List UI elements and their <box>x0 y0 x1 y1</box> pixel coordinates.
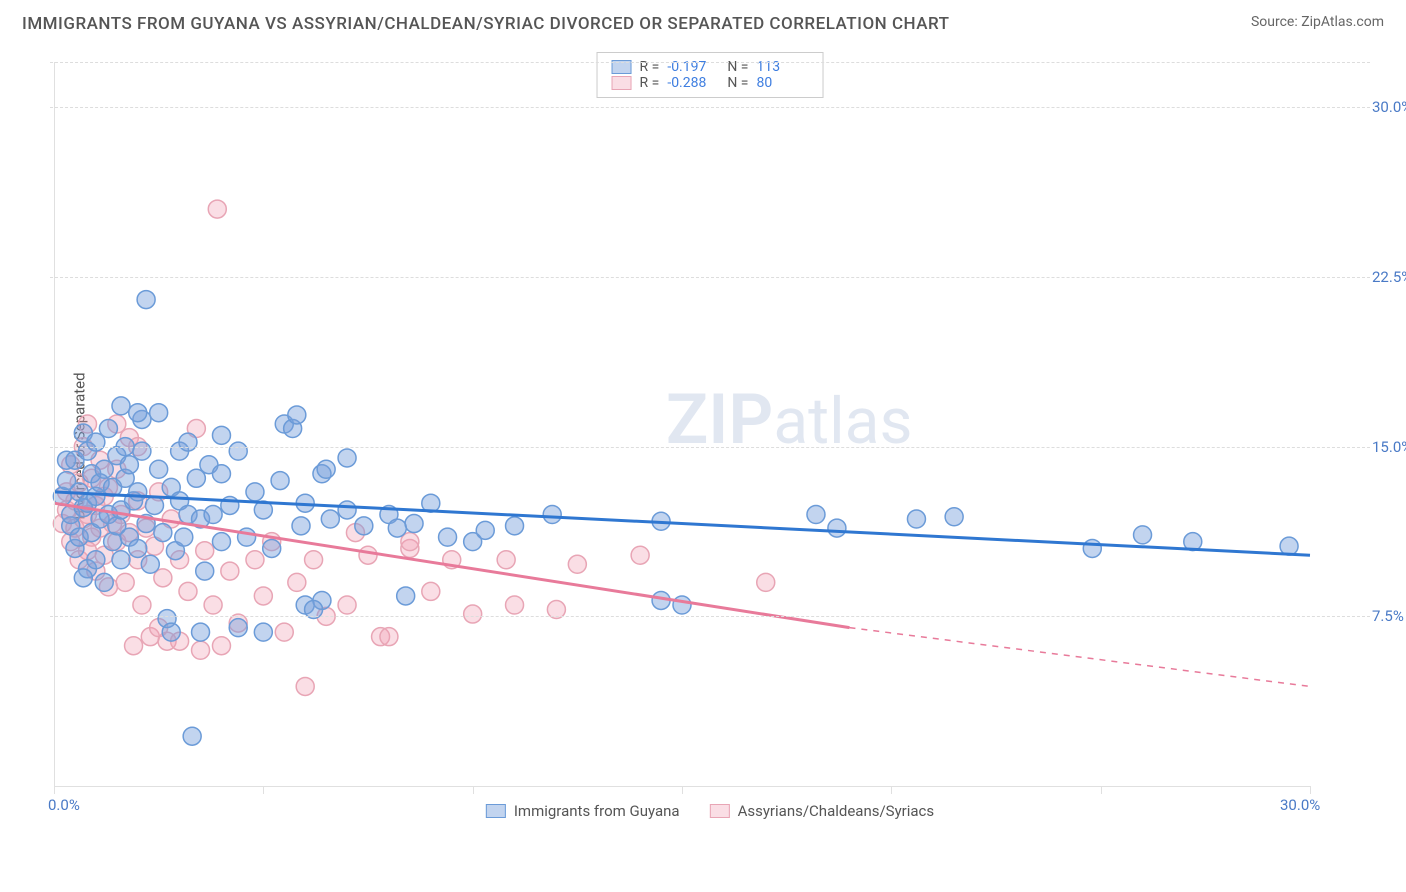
x-tick-end: 30.0% <box>1280 796 1374 814</box>
y-tick-label: 22.5% <box>1372 268 1406 286</box>
source-value: ZipAtlas.com <box>1301 14 1384 30</box>
y-tick-label: 7.5% <box>1372 607 1406 625</box>
stats-row-b: R = -0.288 N = 80 <box>612 75 809 91</box>
n-label: N = <box>727 75 748 91</box>
watermark-atlas: atlas <box>773 384 912 459</box>
chart-svg <box>50 46 1370 826</box>
source-attribution: Source: ZipAtlas.com <box>1251 14 1384 30</box>
source-label: Source: <box>1251 14 1298 30</box>
watermark-zip: ZIP <box>666 379 773 461</box>
swatch-pink <box>710 804 730 818</box>
swatch-pink <box>612 76 632 90</box>
r-label: R = <box>640 75 660 91</box>
x-tick-0: 0.0% <box>48 796 80 814</box>
r-value-b: -0.288 <box>667 75 719 91</box>
legend-label-b: Assyrians/Chaldeans/Syriacs <box>738 802 935 820</box>
plot-area: ZIPatlas R = -0.197 N = 113 R = -0.288 N… <box>50 46 1370 826</box>
y-tick-label: 15.0% <box>1372 438 1406 456</box>
legend-item-a: Immigrants from Guyana <box>486 802 680 820</box>
stats-legend: R = -0.197 N = 113 R = -0.288 N = 80 <box>597 52 824 98</box>
n-value-b: 80 <box>756 75 808 91</box>
chart-container: IMMIGRANTS FROM GUYANA VS ASSYRIAN/CHALD… <box>0 0 1406 892</box>
chart-title: IMMIGRANTS FROM GUYANA VS ASSYRIAN/CHALD… <box>22 14 950 34</box>
legend-label-a: Immigrants from Guyana <box>514 802 680 820</box>
series-legend: Immigrants from Guyana Assyrians/Chaldea… <box>486 802 934 820</box>
legend-item-b: Assyrians/Chaldeans/Syriacs <box>710 802 935 820</box>
watermark: ZIPatlas <box>666 379 913 461</box>
swatch-blue <box>486 804 506 818</box>
y-tick-label: 30.0% <box>1372 98 1406 116</box>
